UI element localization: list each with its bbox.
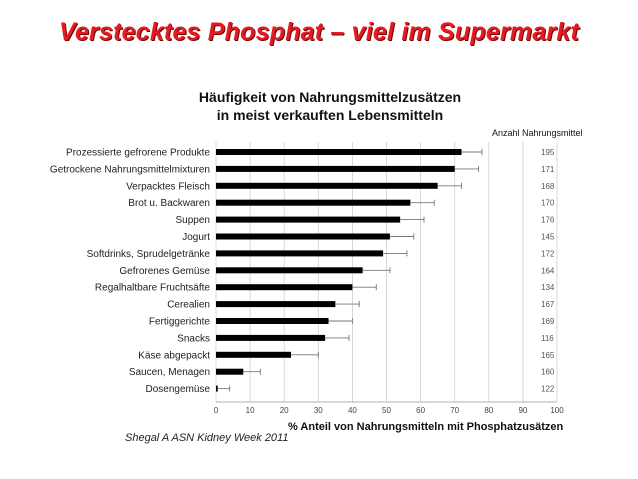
category-label: Suppen <box>176 215 210 226</box>
category-label: Getrockene Nahrungsmittelmixturen <box>50 164 210 175</box>
bar <box>216 216 401 223</box>
category-label: Regalhaltbare Fruchtsäfte <box>95 283 211 294</box>
x-axis-label: % Anteil von Nahrungsmitteln mit Phospha… <box>288 421 564 433</box>
x-tick-label: 70 <box>450 406 459 415</box>
bar <box>216 318 329 324</box>
bar <box>216 284 353 291</box>
category-label: Prozessierte gefrorene Produkte <box>66 148 210 159</box>
count-label: 122 <box>541 385 555 394</box>
category-label: Gefrorenes Gemüse <box>119 266 210 277</box>
count-label: 160 <box>541 368 555 377</box>
bar <box>216 233 390 240</box>
category-label: Saucen, Menagen <box>129 367 210 378</box>
count-label: 164 <box>541 266 555 275</box>
bar <box>216 301 336 308</box>
slide-title: Verstecktes Phosphat – viel im Supermark… <box>59 18 579 46</box>
category-label: Verpacktes Fleisch <box>126 181 210 192</box>
bar <box>216 149 462 155</box>
count-label: 169 <box>541 317 555 326</box>
count-label: 134 <box>541 283 555 292</box>
count-label: 145 <box>541 233 555 242</box>
count-label: 170 <box>541 199 555 208</box>
x-tick-label: 90 <box>518 406 527 415</box>
x-tick-label: 0 <box>214 406 219 415</box>
bar <box>216 351 292 358</box>
category-label: Jogurt <box>182 232 210 243</box>
bar <box>216 385 218 392</box>
bar <box>216 165 455 172</box>
x-tick-label: 60 <box>416 406 425 415</box>
category-label: Dosengemüse <box>146 384 211 395</box>
count-label: 171 <box>541 165 555 174</box>
category-label: Fertiggerichte <box>149 317 211 328</box>
count-label: 176 <box>541 216 555 225</box>
bar <box>216 199 411 206</box>
bar <box>216 334 326 341</box>
x-tick-label: 20 <box>280 406 289 415</box>
bar <box>216 267 363 274</box>
category-label: Snacks <box>177 333 210 344</box>
x-tick-label: 50 <box>382 406 391 415</box>
citation: Shegal A ASN Kidney Week 2011 <box>125 432 289 444</box>
category-label: Brot u. Backwaren <box>128 198 210 209</box>
count-label: 167 <box>541 300 555 309</box>
count-label: 172 <box>541 249 555 258</box>
count-label: 165 <box>541 351 555 360</box>
chart-title: Häufigkeit von Nahrungsmittelzusätzen in… <box>165 88 495 124</box>
chart-title-line2: in meist verkauften Lebensmitteln <box>216 107 444 123</box>
bar <box>216 368 244 375</box>
bar <box>216 182 438 189</box>
x-tick-label: 80 <box>484 406 493 415</box>
x-tick-label: 40 <box>348 406 357 415</box>
count-label: 168 <box>541 182 555 191</box>
category-label: Käse abgepackt <box>138 350 210 361</box>
bar <box>216 250 384 257</box>
x-tick-label: 10 <box>246 406 255 415</box>
x-tick-label: 30 <box>314 406 323 415</box>
count-column-header: Anzahl Nahrungsmittel <box>492 128 583 138</box>
count-label: 116 <box>541 334 554 343</box>
count-label: 195 <box>541 148 555 157</box>
category-label: Softdrinks, Sprudelgetränke <box>87 249 211 260</box>
x-tick-label: 100 <box>550 406 564 415</box>
chart-title-line1: Häufigkeit von Nahrungsmittelzusätzen <box>198 89 462 105</box>
category-label: Cerealien <box>167 300 210 311</box>
